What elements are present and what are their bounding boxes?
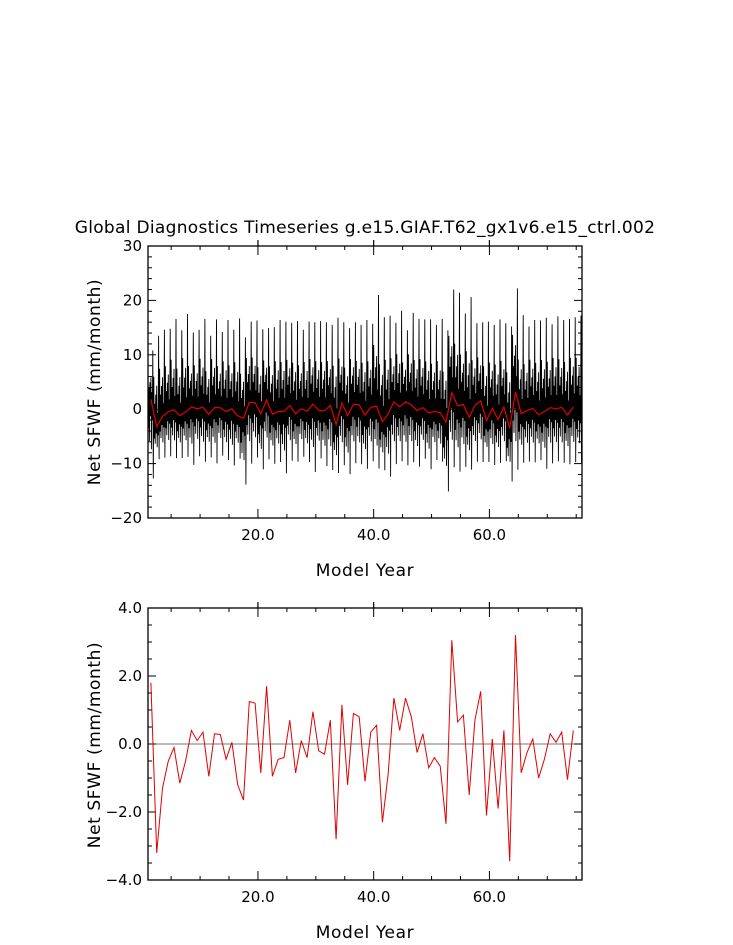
y-tick-label: 20	[123, 291, 142, 309]
top-ylabel: Net SFWF (mm/month)	[85, 279, 105, 486]
y-tick-label: 4.0	[118, 599, 142, 617]
y-tick-label: 10	[123, 346, 142, 364]
plot-frame	[147, 245, 583, 519]
y-tick-label: 2.0	[118, 667, 142, 685]
chart-title: Global Diagnostics Timeseries g.e15.GIAF…	[75, 218, 656, 238]
top-panel: Net SFWF (mm/month) Model Year −20 −10 0 10…	[85, 237, 583, 581]
x-tick-label: 60.0	[473, 526, 506, 544]
x-tick-label: 20.0	[241, 888, 274, 906]
annual-series-line	[150, 390, 574, 429]
plot-frame	[147, 607, 583, 881]
bottom-ylabel: Net SFWF (mm/month)	[85, 642, 105, 849]
y-tick-label: −10	[110, 455, 142, 473]
x-tick-label: 60.0	[473, 888, 506, 906]
x-tick-label: 40.0	[357, 888, 390, 906]
y-tick-label: 0.0	[118, 735, 142, 753]
annual-series-line	[150, 635, 574, 862]
bottom-panel: Net SFWF (mm/month) Model Year −4.0 −2.0 0…	[85, 599, 583, 943]
y-tick-label: −2.0	[106, 803, 142, 821]
monthly-series-line	[147, 288, 582, 492]
y-tick-label: −4.0	[106, 871, 142, 889]
x-tick-label: 20.0	[241, 526, 274, 544]
y-tick-label: 0	[132, 400, 142, 418]
y-tick-label: −20	[110, 509, 142, 527]
y-tick-label: 30	[123, 237, 142, 255]
top-xlabel: Model Year	[316, 561, 414, 581]
x-tick-label: 40.0	[357, 526, 390, 544]
bottom-xlabel: Model Year	[316, 923, 414, 943]
